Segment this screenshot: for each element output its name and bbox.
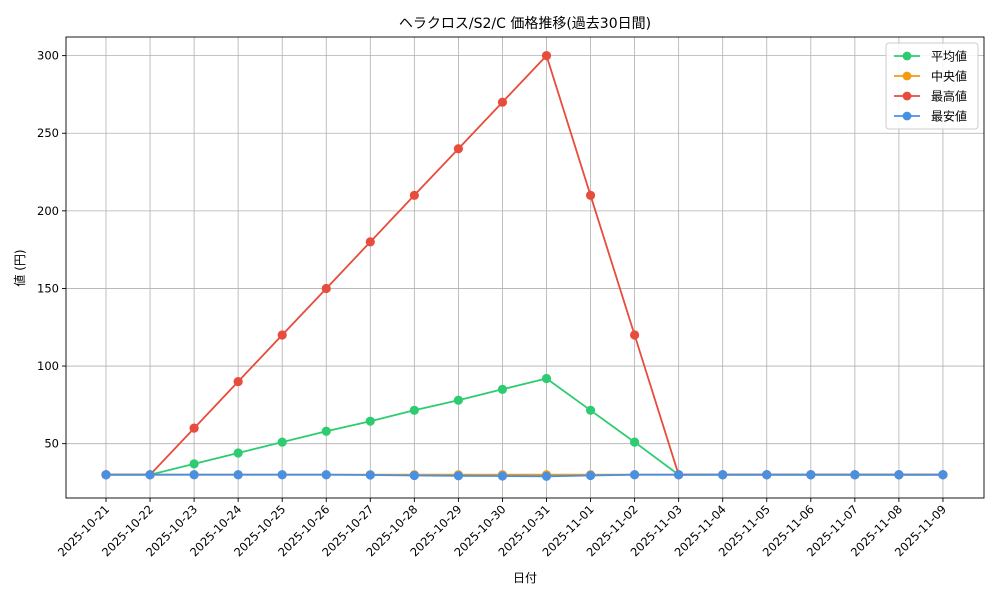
legend-marker (902, 71, 912, 81)
data-point (277, 437, 287, 447)
legend-box (885, 42, 979, 130)
data-point (541, 373, 552, 384)
legend-marker (902, 91, 912, 101)
data-point (365, 470, 375, 480)
data-point (718, 470, 728, 480)
y-tick-label: 50 (44, 437, 59, 451)
data-point (630, 437, 640, 447)
data-point (894, 470, 904, 480)
y-tick-label: 200 (37, 204, 59, 218)
data-point (585, 190, 596, 200)
series-line (106, 53, 943, 476)
data-point (585, 405, 596, 415)
series-1 (101, 373, 948, 480)
data-point (189, 423, 199, 433)
data-point (321, 283, 331, 294)
data-point (365, 416, 375, 426)
legend-marker (902, 51, 912, 61)
data-point (541, 51, 552, 61)
data-point (409, 405, 419, 415)
grid (66, 37, 984, 498)
legend-label: 最高値 (931, 89, 967, 104)
legend-item: 最安値 (894, 109, 967, 124)
data-point (762, 470, 772, 480)
y-tick-label: 100 (37, 359, 59, 373)
chart-title: ヘラクロス/S2/C 価格推移(過去30日間) (399, 16, 651, 32)
data-point (233, 470, 243, 480)
series-4 (101, 470, 948, 481)
data-point (101, 470, 111, 480)
data-point (321, 470, 331, 480)
legend-item: 平均値 (894, 49, 967, 64)
x-axis-label: 日付 (513, 571, 537, 585)
legend-label: 最安値 (931, 109, 967, 124)
plot-frame (65, 36, 985, 499)
series-layer (101, 51, 948, 481)
data-point (277, 470, 287, 480)
data-point (630, 470, 640, 480)
legend-marker (902, 111, 912, 121)
data-point (189, 459, 199, 469)
data-point (321, 426, 331, 436)
data-point (453, 471, 463, 481)
y-tick-label: 300 (37, 49, 59, 63)
data-point (189, 470, 199, 480)
series-3 (101, 51, 948, 480)
data-point (938, 470, 948, 480)
data-point (409, 470, 419, 481)
legend-item: 中央値 (894, 69, 967, 84)
data-point (850, 470, 860, 480)
data-point (630, 330, 640, 340)
y-axis-label: 値 (円) (12, 249, 27, 286)
y-tick-label: 150 (37, 281, 59, 295)
data-point (585, 470, 596, 481)
data-point (453, 144, 463, 154)
data-point (806, 470, 816, 480)
series-line (106, 473, 943, 478)
series-line (106, 377, 943, 476)
data-point (453, 395, 463, 405)
data-point (409, 190, 419, 200)
legend-label: 中央値 (931, 69, 967, 84)
data-point (541, 471, 552, 481)
data-point (497, 471, 508, 481)
data-point (497, 97, 508, 107)
data-point (674, 470, 684, 480)
data-point (365, 237, 375, 247)
data-point (277, 330, 287, 340)
data-point (145, 470, 155, 480)
legend-item: 最高値 (894, 89, 967, 104)
y-tick-label: 250 (37, 126, 59, 140)
data-point (497, 384, 508, 394)
ticks: 2025-10-212025-10-222025-10-232025-10-24… (37, 49, 949, 560)
data-point (233, 376, 243, 387)
legend-label: 平均値 (931, 49, 967, 64)
data-point (233, 448, 243, 458)
